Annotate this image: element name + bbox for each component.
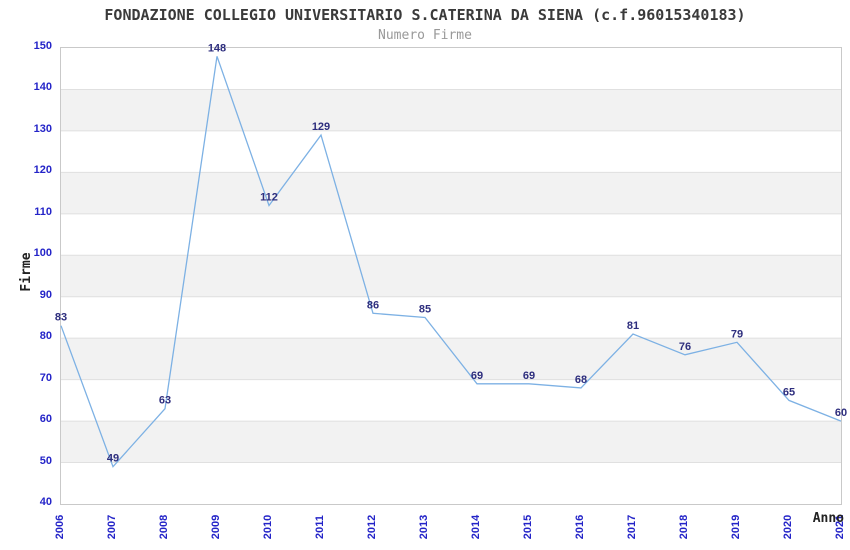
y-tick-label: 60 — [39, 413, 52, 426]
y-tick-label: 140 — [33, 81, 52, 94]
data-point-label: 79 — [731, 328, 743, 340]
y-tick-label: 40 — [39, 496, 52, 508]
y-tick-label: 70 — [39, 371, 52, 384]
data-point-label: 76 — [679, 341, 691, 353]
data-point-label: 81 — [627, 320, 639, 332]
data-point-label: 65 — [783, 386, 795, 398]
y-tick-label: 100 — [33, 247, 52, 260]
plot-band — [61, 172, 841, 214]
x-tick-label: 2018 — [678, 514, 690, 540]
x-tick-label: 2017 — [626, 514, 638, 540]
data-point-label: 49 — [107, 453, 119, 465]
x-tick-label: 2010 — [262, 514, 274, 540]
x-tick-label: 2016 — [574, 514, 586, 540]
x-tick-label: 2015 — [522, 514, 534, 540]
plot-band — [61, 421, 841, 463]
x-tick-label: 2013 — [418, 514, 430, 540]
y-tick-label: 90 — [39, 288, 52, 301]
data-point-label: 85 — [419, 304, 431, 316]
x-tick-label: 2020 — [782, 514, 794, 540]
data-point-label: 69 — [471, 370, 483, 382]
x-axis-title: Anno — [812, 511, 844, 526]
x-tick-label: 2009 — [210, 514, 222, 540]
x-tick-label: 2011 — [314, 515, 326, 539]
y-tick-label: 80 — [39, 330, 52, 343]
data-point-label: 86 — [367, 299, 379, 311]
plot-band — [61, 338, 841, 380]
x-tick-label: 2012 — [366, 514, 378, 540]
plot-canvas: 83 49 63 148 112 129 86 85 69 69 68 81 76 79 65 60 — [55, 42, 847, 468]
y-tick-label: 150 — [33, 40, 52, 52]
plot-area: 83 49 63 148 112 129 86 85 69 69 68 81 76 79 65 60 — [55, 42, 847, 505]
x-tick-label: 2007 — [106, 514, 118, 540]
line-series — [60, 56, 842, 468]
y-tick-label: 110 — [34, 205, 52, 218]
data-point-label: 60 — [835, 407, 847, 419]
y-tick-label: 130 — [33, 122, 52, 135]
y-tick-label: 50 — [39, 454, 52, 467]
data-point-label: 129 — [312, 121, 330, 133]
data-point-label: 63 — [159, 395, 171, 407]
data-point-label: 68 — [575, 374, 587, 386]
x-tick-label: 2008 — [158, 514, 170, 540]
x-tick-label: 2014 — [470, 514, 482, 540]
data-point-label: 148 — [208, 42, 226, 54]
x-tick-label: 2006 — [54, 514, 66, 540]
data-point-label: 83 — [55, 312, 67, 324]
y-axis-title: Firme — [19, 252, 34, 292]
plot-band — [61, 89, 841, 131]
data-point-label: 112 — [260, 192, 278, 204]
y-tick-label: 120 — [33, 164, 52, 177]
x-tick-label: 2019 — [730, 514, 742, 540]
plot-band — [61, 255, 841, 297]
data-point-label: 69 — [523, 370, 535, 382]
chart-subtitle: Numero Firme — [378, 28, 472, 43]
chart-title: FONDAZIONE COLLEGIO UNIVERSITARIO S.CATE… — [104, 6, 746, 24]
